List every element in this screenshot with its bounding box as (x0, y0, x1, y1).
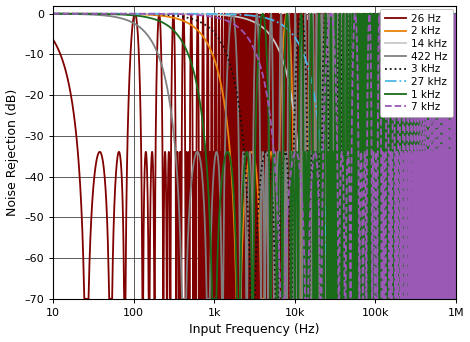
X-axis label: Input Frequency (Hz): Input Frequency (Hz) (189, 324, 320, 337)
Y-axis label: Noise Rejection (dB): Noise Rejection (dB) (6, 89, 18, 216)
Legend: 26 Hz, 2 kHz, 14 kHz, 422 Hz, 3 kHz, 27 kHz, 1 kHz, 7 kHz: 26 Hz, 2 kHz, 14 kHz, 422 Hz, 3 kHz, 27 … (380, 9, 453, 117)
